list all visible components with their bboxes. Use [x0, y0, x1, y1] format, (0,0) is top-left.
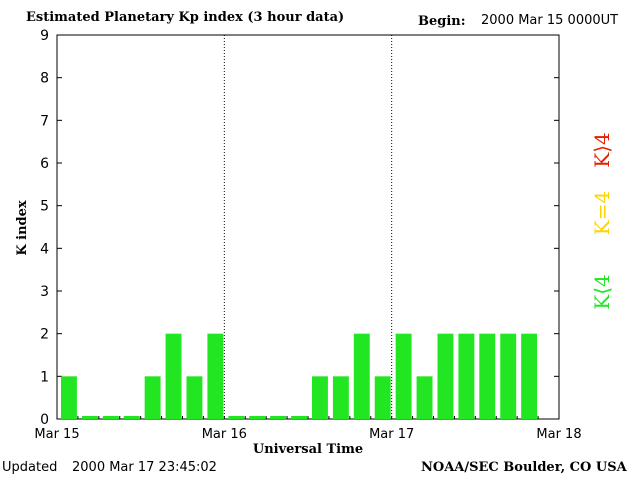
y-axis-label: K index: [15, 200, 30, 256]
y-tick-label: 3: [40, 284, 49, 300]
kp-bar: [270, 416, 287, 419]
x-tick-label: Mar 17: [369, 427, 414, 442]
kp-bar: [144, 376, 161, 419]
y-tick-label: 1: [40, 369, 49, 385]
kp-bar: [458, 333, 475, 419]
x-tick-label: Mar 18: [536, 427, 581, 442]
kp-bar: [123, 416, 140, 419]
kp-bar: [165, 333, 182, 419]
y-tick-label: 7: [40, 113, 49, 129]
y-tick-label: 6: [40, 156, 49, 172]
kp-bar: [102, 416, 119, 419]
chart-title: Estimated Planetary Kp index (3 hour dat…: [26, 10, 345, 25]
kp-bar: [353, 333, 370, 419]
y-tick-label: 4: [40, 241, 49, 257]
kp-bar: [374, 376, 391, 419]
y-tick-label: 0: [40, 412, 49, 428]
begin-value: 2000 Mar 15 0000UT: [481, 13, 619, 28]
x-axis-label: Universal Time: [253, 442, 363, 457]
data-source: NOAA/SEC Boulder, CO USA: [421, 460, 627, 475]
kp-bar: [332, 376, 349, 419]
kp-bar: [81, 416, 98, 419]
kp-bar: [186, 376, 203, 419]
kp-bar: [479, 333, 496, 419]
kp-bar: [207, 333, 224, 419]
kp-bar: [395, 333, 412, 419]
begin-label: Begin:: [418, 14, 466, 29]
y-tick-label: 2: [40, 327, 49, 343]
legend-label: K⟨4: [590, 274, 614, 309]
legend-label: K⟩4: [590, 132, 614, 167]
kp-bar: [500, 333, 517, 419]
kp-bar: [228, 416, 245, 419]
kp-bar: [521, 333, 538, 419]
kp-bar: [312, 376, 328, 419]
kp-bar: [416, 376, 433, 419]
y-tick-label: 5: [40, 199, 49, 215]
kp-bar: [249, 416, 266, 419]
y-tick-label: 9: [40, 28, 49, 44]
x-tick-label: Mar 15: [34, 427, 79, 442]
updated-label: Updated: [2, 460, 58, 475]
kp-bar: [61, 376, 77, 419]
x-tick-label: Mar 16: [202, 427, 247, 442]
updated-timestamp: 2000 Mar 17 23:45:02: [72, 460, 217, 475]
y-tick-label: 8: [40, 71, 49, 87]
kp-bar: [291, 416, 307, 419]
kp-bar: [437, 333, 454, 419]
legend-label: K=4: [590, 191, 614, 235]
